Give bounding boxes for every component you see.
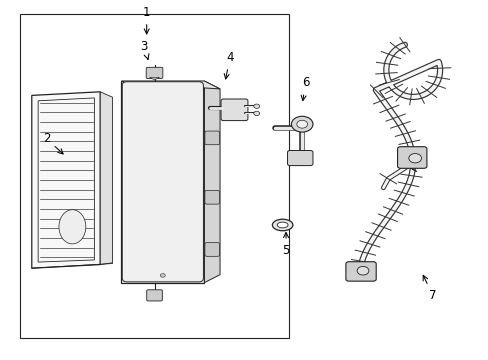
Circle shape [296, 120, 307, 128]
FancyBboxPatch shape [146, 67, 163, 78]
FancyBboxPatch shape [397, 147, 426, 168]
Text: 4: 4 [224, 51, 233, 79]
FancyBboxPatch shape [221, 99, 247, 121]
Polygon shape [121, 81, 220, 89]
Circle shape [160, 274, 165, 277]
Text: 1: 1 [142, 6, 150, 34]
Text: 6: 6 [301, 76, 309, 100]
FancyBboxPatch shape [204, 243, 219, 256]
Circle shape [253, 111, 259, 116]
Polygon shape [100, 92, 112, 265]
FancyBboxPatch shape [287, 150, 312, 166]
Bar [121, 81, 204, 283]
Ellipse shape [59, 210, 85, 244]
Text: 3: 3 [140, 40, 149, 59]
Ellipse shape [277, 222, 287, 228]
Ellipse shape [272, 219, 292, 231]
Polygon shape [149, 77, 159, 80]
Text: 5: 5 [282, 233, 289, 257]
Text: 7: 7 [422, 275, 436, 302]
Circle shape [291, 116, 312, 132]
FancyBboxPatch shape [122, 82, 203, 282]
FancyBboxPatch shape [345, 262, 375, 281]
Bar [20, 14, 288, 338]
FancyBboxPatch shape [146, 290, 162, 301]
Text: 2: 2 [42, 132, 63, 154]
FancyBboxPatch shape [204, 190, 219, 204]
Polygon shape [32, 92, 100, 268]
FancyBboxPatch shape [204, 131, 219, 145]
Circle shape [356, 266, 368, 275]
Circle shape [253, 104, 259, 108]
Polygon shape [204, 81, 220, 283]
Circle shape [408, 154, 421, 163]
